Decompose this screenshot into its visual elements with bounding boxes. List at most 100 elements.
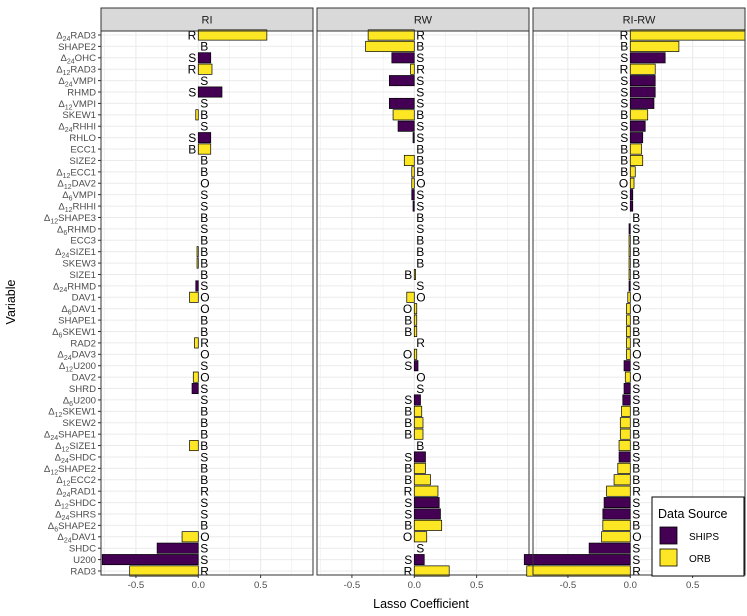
legend-key-ships [659,526,678,545]
source-label: B [632,416,640,430]
bar-ri-rw-30 [624,371,631,383]
source-label: S [188,85,196,99]
bar-ri-30 [192,371,199,383]
bar-ri-22 [195,280,199,292]
x-axis-ticks: -0.5 0.0 0.5 [560,575,699,591]
source-label: S [200,382,208,396]
source-label: S [200,450,208,464]
bar-rw-6 [388,97,415,109]
bar-ri-rw-45 [588,542,631,554]
bar-ri-rw-21 [628,269,631,280]
source-label: R [416,28,425,42]
bar-ri-rw-8 [629,120,646,132]
bar-rw-23 [406,291,415,303]
y-tick-label: SIZE2 [69,156,96,167]
bar-ri-5 [197,86,223,98]
source-label: B [632,234,640,248]
source-label: O [200,370,209,384]
source-label: S [404,496,412,510]
legend: Data Source SHIPS ORB [651,496,745,577]
bar-ri-rw-13 [629,177,635,189]
source-label: S [632,359,640,373]
source-label: B [416,142,424,156]
gridlines [317,31,529,575]
bar-rw-35 [413,428,424,440]
bar-ri-rw-12 [629,166,636,178]
y-tick-label: RAD3 [70,566,96,577]
source-label: O [632,291,641,305]
source-label: S [620,51,628,65]
bar-ri-rw-11 [629,154,644,166]
x-axis-ticks: -0.5 0.0 0.5 [128,575,267,591]
y-tick-label: Δ24RHMD [53,281,96,294]
panel-border [100,30,314,576]
source-labels: RBSRSSSBSSBBBOSSBSBBBBSOOBBROSOSSBBBBSBB… [188,28,210,578]
source-label: B [404,427,412,441]
source-label: B [200,268,208,282]
bar-rw-24 [413,303,418,315]
source-label: S [632,382,640,396]
source-label: B [632,439,640,453]
source-label: S [404,553,412,567]
source-label: S [416,541,424,555]
source-label: O [200,302,209,316]
source-label: B [632,268,640,282]
facet-panels: RIRBSRSSSBSSBBBOSSBSBBBBSOOBBROSOSSBBBBS… [100,7,746,591]
source-label: S [416,74,424,88]
source-label: S [416,188,424,202]
y-tick-label: Δ24DAV1 [57,532,96,545]
y-tick-label: Δ12SKEW1 [48,407,96,420]
bar-ri-rw-3 [629,63,656,75]
y-tick-label: Δ12SHDC [55,498,96,511]
y-tick-label: ECC1 [70,144,96,155]
bar-ri-rw-6 [629,97,655,109]
source-label: B [404,462,412,476]
source-label: B [200,245,208,259]
source-label: B [632,325,640,339]
bar-ri-45 [156,542,199,554]
y-tick-label: SHAPE2 [58,42,96,53]
source-label: B [632,405,640,419]
source-label: S [632,541,640,555]
source-label: R [632,336,641,350]
source-label: R [188,28,197,42]
source-label: R [416,63,425,77]
source-label: B [416,108,424,122]
bar-ri-44 [181,531,199,543]
source-label: S [200,279,208,293]
bar-rw-21 [413,269,416,280]
source-label: B [200,108,208,122]
source-label: B [632,313,640,327]
source-label: S [404,507,412,521]
y-tick-label: Δ6SHAPE2 [48,521,96,534]
source-label: S [200,199,208,213]
source-label: S [404,393,412,407]
bar-rw-34 [413,417,424,429]
bar-rw-11 [403,154,415,166]
source-label: O [416,177,425,191]
y-tick-label: Δ12VMPI [58,99,96,112]
y-tick-label: Δ12ECC1 [56,167,96,180]
source-label: S [416,131,424,145]
source-label: B [416,234,424,248]
panel-rw: RWRBSRSSSBSSBBBOSSBSBBBBSOOBBROSOSSBBBBS… [316,7,530,591]
source-label: S [200,188,208,202]
legend-label-ships: SHIPS [689,532,719,543]
y-tick-label: Δ24DAV3 [57,350,96,363]
source-label: B [200,519,208,533]
bar-ri-rw-47 [526,565,631,577]
y-axis-tick-labels: Δ24RAD3SHAPE2Δ24OHCΔ12RAD3Δ24VMPIRHMDΔ12… [44,30,101,577]
source-label: S [632,222,640,236]
y-tick-label: SKEW1 [62,110,96,121]
source-label: R [188,63,197,77]
source-label: O [200,177,209,191]
bar-ri-rw-33 [621,405,631,417]
y-tick-label: Δ24VMPI [58,76,96,89]
source-label: S [416,279,424,293]
y-tick-label: Δ6SKEW1 [52,327,96,340]
source-label: B [200,473,208,487]
bar-ri-rw-22 [628,280,631,292]
y-tick-label: Δ12RHHI [58,201,96,214]
source-label: R [620,28,629,42]
y-tick-label: SKEW3 [62,258,96,269]
